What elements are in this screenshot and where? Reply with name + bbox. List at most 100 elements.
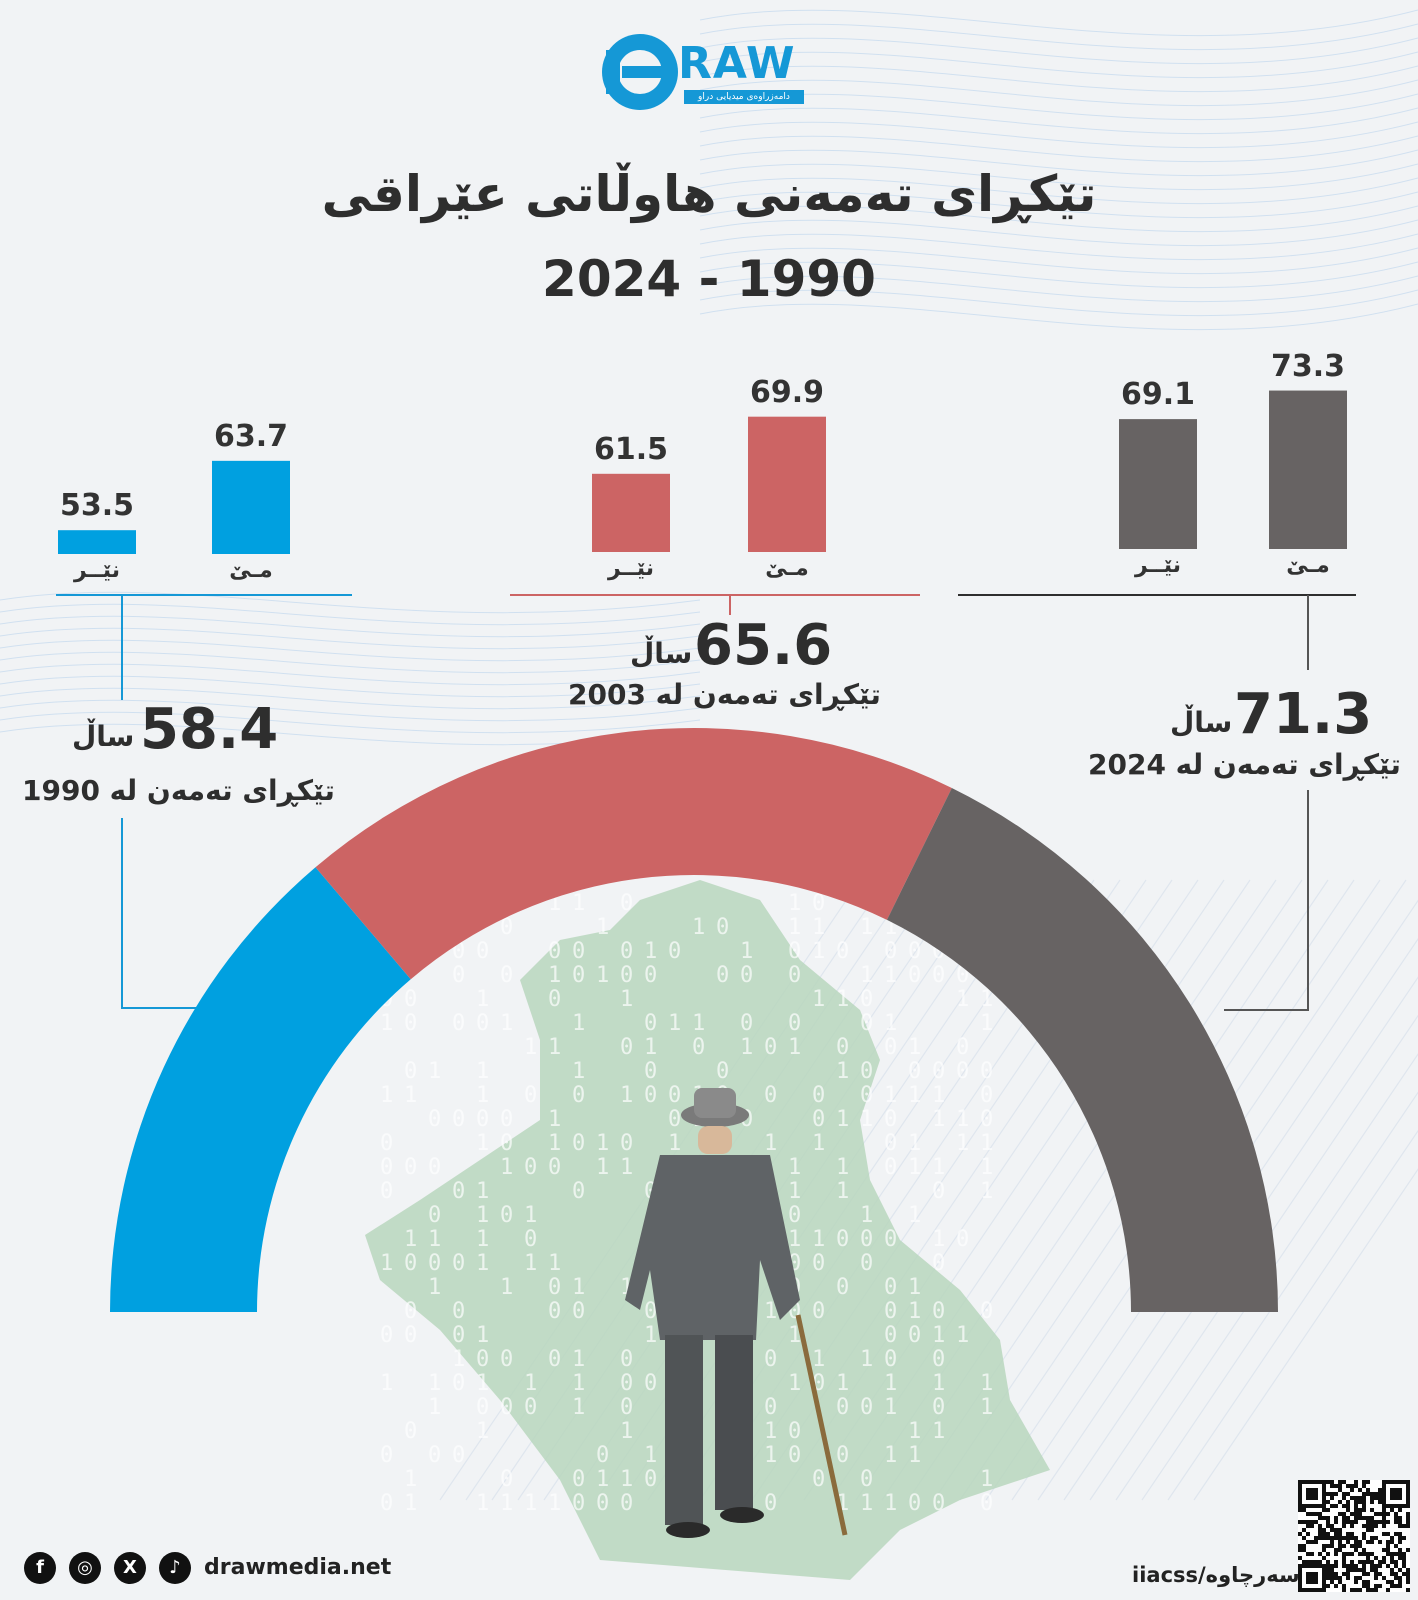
svg-text:1: 1 bbox=[428, 1371, 441, 1396]
svg-text:0: 0 bbox=[524, 1227, 537, 1252]
svg-text:0: 0 bbox=[932, 963, 945, 988]
svg-text:0: 0 bbox=[836, 1035, 849, 1060]
label-female-1990: مـێ bbox=[229, 558, 273, 583]
svg-text:0: 0 bbox=[668, 1107, 681, 1132]
svg-text:1: 1 bbox=[908, 1203, 921, 1228]
svg-text:1: 1 bbox=[644, 1035, 657, 1060]
svg-text:1: 1 bbox=[836, 1107, 849, 1132]
tiktok-icon[interactable]: ♪ bbox=[159, 1552, 191, 1584]
svg-text:0: 0 bbox=[884, 1131, 897, 1156]
svg-text:1: 1 bbox=[884, 1083, 897, 1108]
svg-text:1: 1 bbox=[572, 1011, 585, 1036]
svg-text:0: 0 bbox=[452, 1011, 465, 1036]
svg-text:1: 1 bbox=[836, 1371, 849, 1396]
svg-text:1: 1 bbox=[956, 1107, 969, 1132]
average-caption-1990: تێکڕای تەمەن لە 1990 bbox=[22, 774, 335, 807]
value-male-2024: 69.1 bbox=[1120, 377, 1196, 413]
svg-text:0: 0 bbox=[884, 1275, 897, 1300]
svg-text:1: 1 bbox=[956, 1323, 969, 1348]
facebook-icon[interactable]: f bbox=[24, 1552, 56, 1584]
svg-text:0: 0 bbox=[908, 1059, 921, 1084]
svg-text:0: 0 bbox=[452, 963, 465, 988]
svg-text:0: 0 bbox=[428, 1203, 441, 1228]
svg-text:1: 1 bbox=[956, 987, 969, 1012]
svg-text:1: 1 bbox=[788, 1035, 801, 1060]
svg-text:0: 0 bbox=[548, 987, 561, 1012]
svg-text:1: 1 bbox=[812, 1347, 825, 1372]
arc-segment-1990 bbox=[110, 867, 411, 1312]
svg-text:0: 0 bbox=[788, 939, 801, 964]
svg-text:1: 1 bbox=[788, 1179, 801, 1204]
svg-text:0: 0 bbox=[572, 1467, 585, 1492]
svg-text:1: 1 bbox=[980, 1371, 993, 1396]
svg-text:0: 0 bbox=[452, 1251, 465, 1276]
svg-text:1: 1 bbox=[884, 1011, 897, 1036]
svg-text:0: 0 bbox=[764, 1347, 777, 1372]
svg-text:1: 1 bbox=[980, 1131, 993, 1156]
svg-text:0: 0 bbox=[932, 1299, 945, 1324]
svg-text:0: 0 bbox=[404, 1059, 417, 1084]
svg-text:1: 1 bbox=[764, 1131, 777, 1156]
average-caption-2003: تێکڕای تەمەن لە 2003 bbox=[568, 678, 881, 711]
website-link[interactable]: drawmedia.net bbox=[204, 1555, 392, 1580]
average-unit-2003: ساڵ bbox=[630, 637, 693, 670]
svg-text:1: 1 bbox=[596, 1131, 609, 1156]
bar-male-1990 bbox=[58, 530, 136, 554]
svg-text:0: 0 bbox=[500, 1131, 513, 1156]
svg-text:1: 1 bbox=[476, 987, 489, 1012]
svg-text:1: 1 bbox=[932, 1107, 945, 1132]
svg-text:1: 1 bbox=[884, 1395, 897, 1420]
svg-text:1: 1 bbox=[836, 987, 849, 1012]
svg-text:1: 1 bbox=[548, 1251, 561, 1276]
svg-text:0: 0 bbox=[956, 1035, 969, 1060]
svg-text:1: 1 bbox=[812, 987, 825, 1012]
svg-text:0: 0 bbox=[404, 987, 417, 1012]
svg-text:0: 0 bbox=[764, 1491, 777, 1516]
svg-text:1: 1 bbox=[548, 963, 561, 988]
svg-text:0: 0 bbox=[452, 1443, 465, 1468]
value-male-2003: 61.5 bbox=[593, 431, 669, 467]
svg-text:1: 1 bbox=[980, 1155, 993, 1180]
value-female-1990: 63.7 bbox=[213, 418, 289, 454]
svg-text:1: 1 bbox=[764, 1443, 777, 1468]
svg-text:0: 0 bbox=[524, 1155, 537, 1180]
svg-text:0: 0 bbox=[548, 1299, 561, 1324]
svg-text:1: 1 bbox=[476, 1419, 489, 1444]
average-unit-1990: ساڵ bbox=[72, 720, 135, 753]
label-male-1990: نێــر bbox=[74, 558, 120, 583]
svg-text:0: 0 bbox=[476, 939, 489, 964]
svg-text:0: 0 bbox=[428, 1155, 441, 1180]
svg-text:1: 1 bbox=[908, 1275, 921, 1300]
svg-text:1: 1 bbox=[908, 1083, 921, 1108]
svg-text:0: 0 bbox=[620, 891, 633, 916]
qr-code-icon[interactable] bbox=[1298, 1480, 1410, 1592]
svg-text:1: 1 bbox=[860, 963, 873, 988]
svg-text:1: 1 bbox=[620, 1155, 633, 1180]
svg-text:1: 1 bbox=[380, 1371, 393, 1396]
svg-text:0: 0 bbox=[404, 1251, 417, 1276]
svg-text:1: 1 bbox=[620, 987, 633, 1012]
svg-text:0: 0 bbox=[764, 1395, 777, 1420]
svg-text:1: 1 bbox=[524, 1035, 537, 1060]
svg-text:1: 1 bbox=[764, 1299, 777, 1324]
connector-2024-bottom bbox=[1224, 790, 1309, 1011]
svg-text:0: 0 bbox=[740, 1011, 753, 1036]
svg-text:0: 0 bbox=[836, 1443, 849, 1468]
svg-text:1: 1 bbox=[836, 1155, 849, 1180]
instagram-icon[interactable]: ◎ bbox=[69, 1552, 101, 1584]
svg-text:1: 1 bbox=[668, 1011, 681, 1036]
value-female-2024: 73.3 bbox=[1270, 348, 1346, 384]
svg-text:0: 0 bbox=[500, 1347, 513, 1372]
svg-text:1: 1 bbox=[572, 1059, 585, 1084]
x-icon[interactable]: X bbox=[114, 1552, 146, 1584]
svg-text:1: 1 bbox=[476, 1059, 489, 1084]
svg-text:1: 1 bbox=[788, 1323, 801, 1348]
svg-text:1: 1 bbox=[548, 1491, 561, 1516]
svg-text:1: 1 bbox=[788, 1227, 801, 1252]
draw-logo: RAW دامەزراوەی میدیایی دراو bbox=[598, 30, 828, 120]
svg-text:1: 1 bbox=[404, 1083, 417, 1108]
svg-text:0: 0 bbox=[548, 1347, 561, 1372]
svg-text:1: 1 bbox=[644, 1323, 657, 1348]
svg-text:1: 1 bbox=[404, 1227, 417, 1252]
